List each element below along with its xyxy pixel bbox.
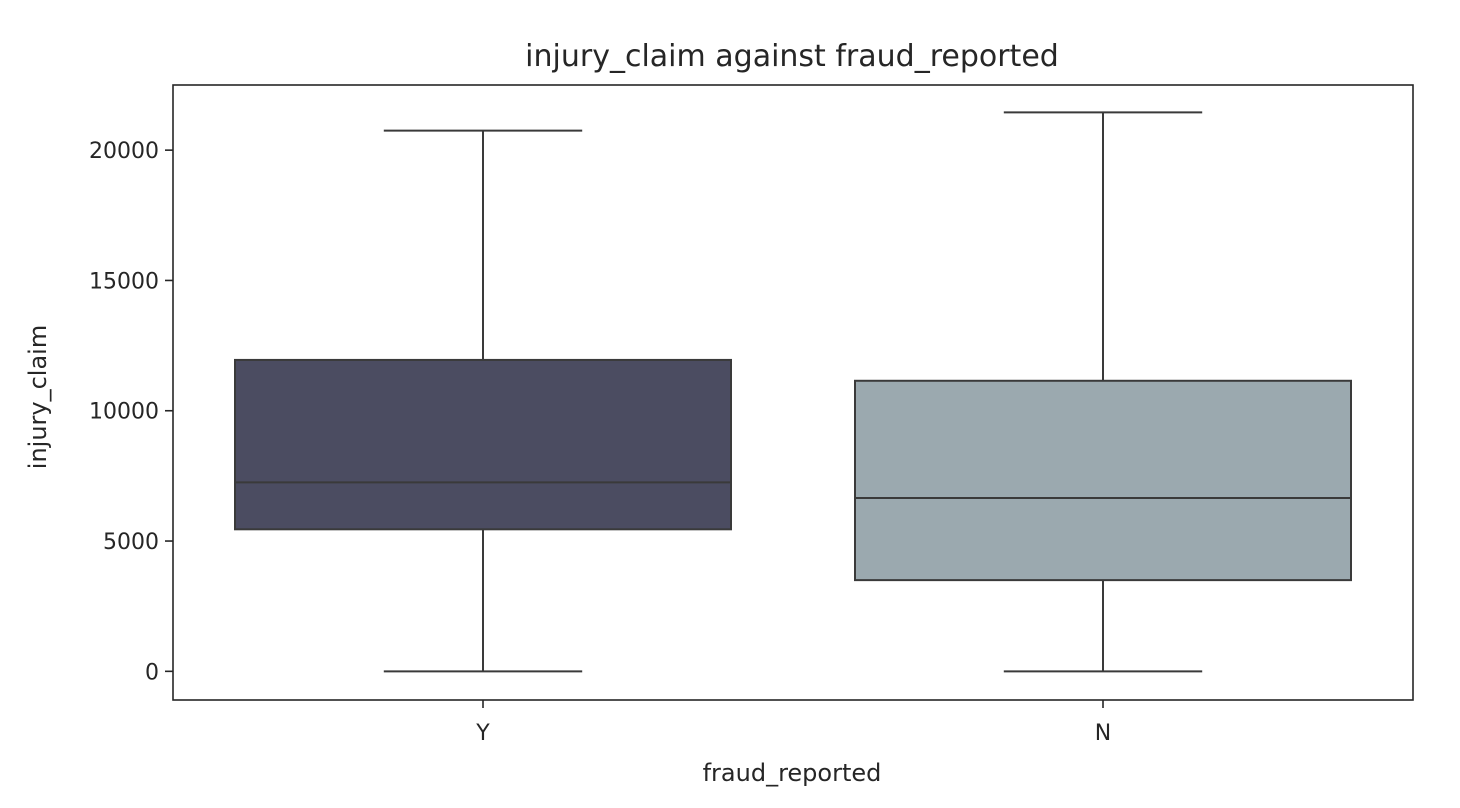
- y-tick-label: 15000: [89, 269, 159, 294]
- chart-title: injury_claim against fraud_reported: [525, 39, 1059, 74]
- plot-area: 0 5000 10000 15000 20000 Y N: [89, 84, 1414, 746]
- x-tick-label: Y: [475, 721, 490, 746]
- y-tick-label: 20000: [89, 139, 159, 164]
- box-n: [854, 379, 1352, 582]
- y-axis-label: injury_claim: [24, 325, 52, 469]
- x-axis-label: fraud_reported: [703, 759, 882, 787]
- plot-frame: [172, 84, 1414, 701]
- y-tick-label: 5000: [103, 530, 159, 555]
- box-y: [234, 358, 732, 531]
- x-tick-label: N: [1095, 721, 1111, 746]
- y-tick-label: 10000: [89, 400, 159, 425]
- y-tick-label: 0: [145, 660, 159, 685]
